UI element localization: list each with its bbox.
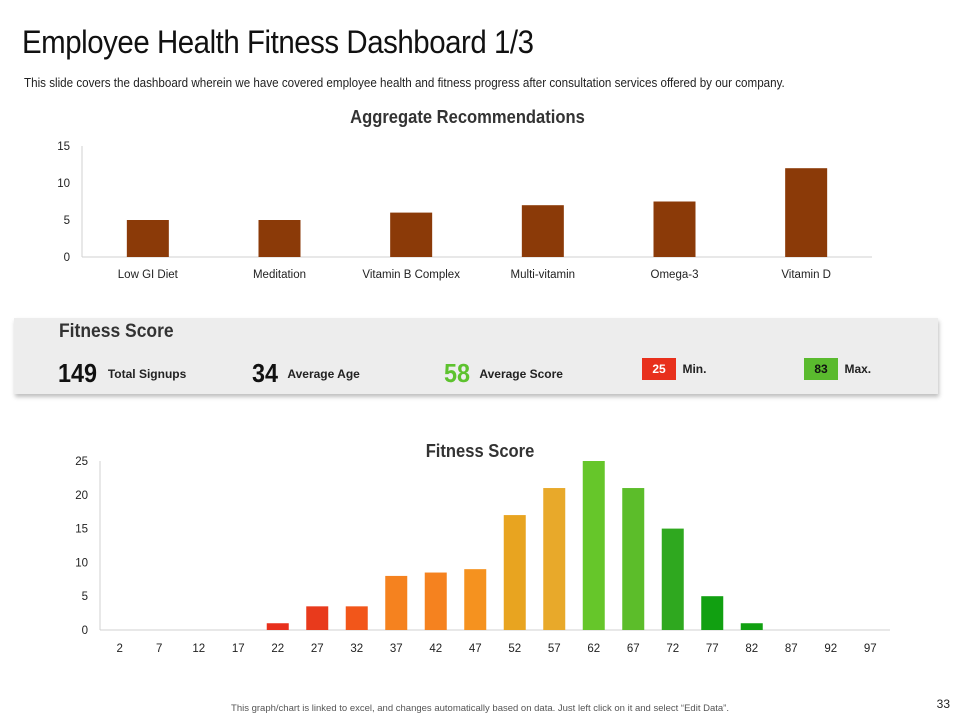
y-tick-label: 25 <box>75 456 88 468</box>
x-tick-label: 57 <box>548 643 561 655</box>
average-score-value: 58 <box>444 358 471 388</box>
x-tick-label: 12 <box>192 643 205 655</box>
bar-multi-vitamin <box>521 205 564 257</box>
max-score-label: Max. <box>844 362 872 376</box>
recommendations-bar-chart[interactable]: 0 5 10 15 Low GI Diet Meditation Vitamin B Com… <box>0 0 960 300</box>
bar-42 <box>424 572 447 630</box>
x-tick-label: 97 <box>864 643 877 655</box>
bar-57 <box>543 488 566 630</box>
y-tick-label: 15 <box>75 524 88 536</box>
bar-47 <box>464 569 487 630</box>
bar-52 <box>503 515 526 630</box>
x-tick-label: 17 <box>232 643 245 655</box>
x-tick-label: Meditation <box>253 269 306 281</box>
total-signups-value: 149 <box>58 358 98 388</box>
fitness-score-panel-title: Fitness Score <box>59 321 174 342</box>
x-tick-label: 72 <box>666 643 679 655</box>
min-score-value: 25 <box>642 358 676 380</box>
bar-37 <box>385 575 408 630</box>
x-tick-label: 37 <box>390 643 403 655</box>
bar-vitamin-d <box>785 168 828 257</box>
chart-title-fitness-score: Fitness Score <box>425 441 535 461</box>
average-score-label: Average Score <box>479 366 563 381</box>
x-tick-label: 62 <box>587 643 600 655</box>
page-title: Employee Health Fitness Dashboard 1/3 <box>22 24 534 60</box>
bar-32 <box>345 606 368 630</box>
average-age-stat: 34 Average Age <box>252 358 360 389</box>
chart-title-recommendations: Aggregate Recommendations <box>350 107 585 127</box>
y-tick-label: 10 <box>75 557 88 569</box>
page-subtitle: This slide covers the dashboard wherein … <box>24 76 785 90</box>
footer-note: This graph/chart is linked to excel, and… <box>231 703 729 714</box>
x-tick-label: 77 <box>706 643 719 655</box>
average-age-value: 34 <box>252 358 279 388</box>
bar-omega-3 <box>653 201 696 257</box>
total-signups-label: Total Signups <box>107 366 187 381</box>
x-tick-label: 47 <box>469 643 482 655</box>
max-score-stat: 83 Max. <box>804 358 871 380</box>
bar-vitamin-b-complex <box>390 212 433 257</box>
bar-22 <box>266 623 289 630</box>
total-signups-stat: 149 Total Signups <box>58 358 186 389</box>
min-score-label: Min. <box>682 362 707 376</box>
x-tick-label: 52 <box>508 643 521 655</box>
x-tick-label: Vitamin D <box>781 269 831 281</box>
x-tick-label: 92 <box>824 643 837 655</box>
y-tick-label: 5 <box>82 591 88 603</box>
x-tick-label: 2 <box>117 643 123 655</box>
x-tick-label: 22 <box>271 643 284 655</box>
x-tick-label: 42 <box>429 643 442 655</box>
bar-82 <box>740 623 763 630</box>
bar-27 <box>306 606 329 630</box>
y-tick-label: 5 <box>64 215 70 227</box>
x-tick-label: 27 <box>311 643 324 655</box>
page-number: 33 <box>936 697 950 711</box>
x-tick-label: Vitamin B Complex <box>362 269 460 281</box>
y-tick-label: 15 <box>57 141 70 153</box>
y-tick-label: 10 <box>57 178 70 190</box>
x-tick-label: Omega-3 <box>651 269 699 281</box>
y-tick-label: 0 <box>64 252 70 264</box>
x-tick-label: 32 <box>350 643 363 655</box>
bar-meditation <box>258 220 301 257</box>
x-tick-label: Multi-vitamin <box>511 269 576 281</box>
bar-77 <box>701 596 724 630</box>
y-tick-label: 20 <box>75 490 88 502</box>
fitness-score-panel: Fitness Score 149 Total Signups 34 Avera… <box>14 318 938 394</box>
min-score-stat: 25 Min. <box>642 358 706 380</box>
x-tick-label: Low GI Diet <box>118 269 179 281</box>
max-score-value: 83 <box>804 358 838 380</box>
y-tick-label: 0 <box>82 625 88 637</box>
x-tick-label: 82 <box>745 643 758 655</box>
x-tick-label: 87 <box>785 643 798 655</box>
bar-low-gi-diet <box>126 220 169 257</box>
x-tick-label: 67 <box>627 643 640 655</box>
bar-72 <box>661 528 684 630</box>
bar-62 <box>582 461 605 630</box>
bar-67 <box>622 488 645 630</box>
average-score-stat: 58 Average Score <box>444 358 563 389</box>
x-tick-label: 7 <box>156 643 162 655</box>
average-age-label: Average Age <box>287 366 360 381</box>
